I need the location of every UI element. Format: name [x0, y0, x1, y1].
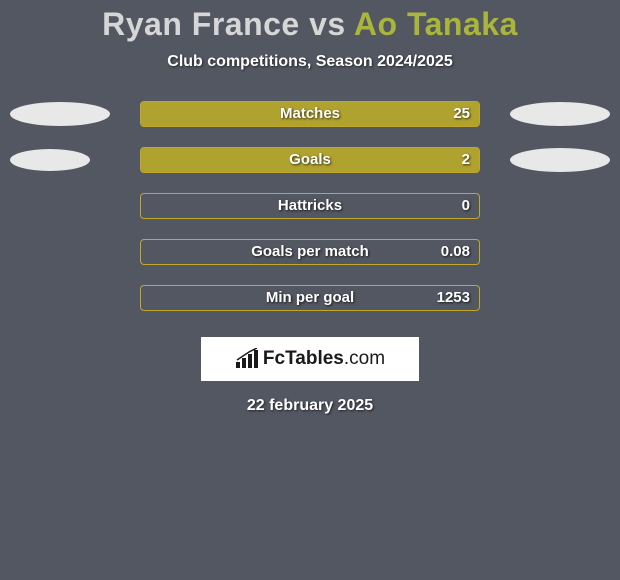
logo-text: FcTables.com: [263, 348, 385, 370]
title-player2: Ao Tanaka: [354, 6, 518, 42]
bar-track: [140, 193, 480, 219]
logo-box: FcTables.com: [201, 337, 419, 381]
bar-track: [140, 239, 480, 265]
stat-row: Goals2: [0, 147, 620, 173]
stat-row: Matches25: [0, 101, 620, 127]
bar-track: [140, 147, 480, 173]
bar-fill: [141, 148, 479, 172]
logo-light: .com: [344, 348, 385, 369]
stat-row: Goals per match0.08: [0, 239, 620, 265]
ellipse-right: [510, 102, 610, 126]
ellipse-left: [10, 102, 110, 126]
bar-fill: [141, 102, 479, 126]
subtitle: Club competitions, Season 2024/2025: [0, 53, 620, 71]
title-vs: vs: [309, 6, 346, 42]
bar-chart-icon: [235, 348, 259, 370]
ellipse-right: [510, 148, 610, 172]
ellipse-left: [10, 149, 90, 171]
date-label: 22 february 2025: [0, 397, 620, 415]
stat-row: Min per goal1253: [0, 285, 620, 311]
stats-container: Matches25 Goals2 Hattricks0 Goals per match…: [0, 101, 620, 311]
title-player1: Ryan France: [102, 6, 300, 42]
bar-track: [140, 101, 480, 127]
stat-row: Hattricks0: [0, 193, 620, 219]
logo-strong: FcTables: [263, 348, 344, 369]
page-title: Ryan France vs Ao Tanaka: [0, 0, 620, 43]
bar-track: [140, 285, 480, 311]
